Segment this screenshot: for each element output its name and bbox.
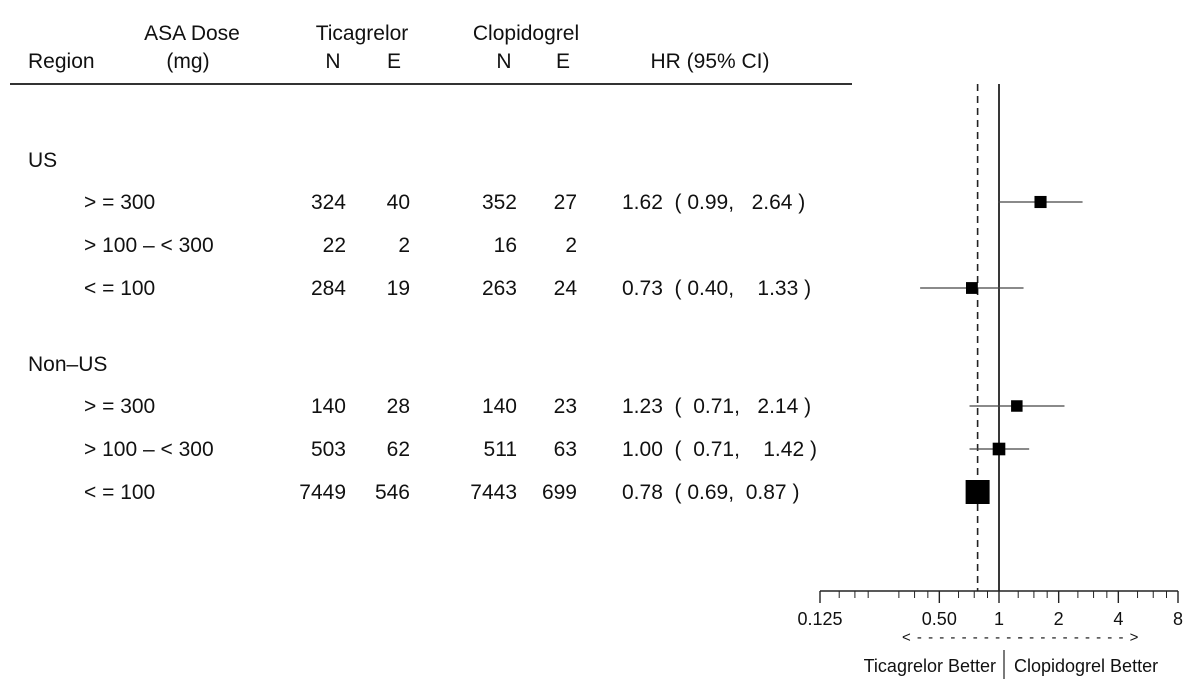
x-tick-label: 2 [1054, 609, 1064, 629]
header-asa-unit: (mg) [166, 50, 209, 73]
header-clopidogrel: Clopidogrel [473, 22, 579, 45]
x-tick-label: 1 [994, 609, 1004, 629]
header-clo-e: E [556, 50, 570, 73]
hr-point-marker [966, 282, 978, 294]
ticagrelor-e: 2 [398, 234, 410, 257]
header-hr: HR (95% CI) [650, 50, 769, 73]
x-tick-label: 8 [1173, 609, 1183, 629]
ticagrelor-n: 284 [311, 277, 346, 300]
dose-label: > = 300 [84, 395, 155, 418]
plot-area: 0.125 0.50 1 2 4 8 [797, 84, 1183, 629]
header-tic-n: N [325, 50, 340, 73]
hr-point-marker [965, 480, 990, 504]
ticagrelor-n: 22 [323, 234, 346, 257]
clopidogrel-e: 63 [554, 438, 577, 461]
arrow-left-label: < - - - - - - - - - - [902, 629, 1023, 646]
header-region: Region [28, 50, 95, 73]
ticagrelor-n: 140 [311, 395, 346, 418]
hr-ci-text: 1.62 ( 0.99, 2.64 ) [622, 191, 805, 214]
clopidogrel-e: 699 [542, 481, 577, 504]
group-label: US [28, 149, 57, 172]
ticagrelor-e: 19 [387, 277, 410, 300]
favor-right-label: Clopidogrel Better [1014, 656, 1158, 676]
clopidogrel-e: 2 [565, 234, 577, 257]
favor-left-label: Ticagrelor Better [864, 656, 996, 676]
clopidogrel-n: 352 [482, 191, 517, 214]
header-asa-dose: ASA Dose [144, 22, 240, 45]
header-tic-e: E [387, 50, 401, 73]
ticagrelor-e: 28 [387, 395, 410, 418]
ticagrelor-e: 40 [387, 191, 410, 214]
ticagrelor-e: 62 [387, 438, 410, 461]
dose-label: > 100 – < 300 [84, 234, 214, 257]
group-label: Non–US [28, 353, 107, 376]
dose-label: < = 100 [84, 481, 155, 504]
header-ticagrelor: Ticagrelor [316, 22, 409, 45]
ticagrelor-e: 546 [375, 481, 410, 504]
hr-point-marker [1034, 195, 1047, 209]
clopidogrel-n: 263 [482, 277, 517, 300]
dose-label: > = 300 [84, 191, 155, 214]
clopidogrel-n: 140 [482, 395, 517, 418]
arrow-right-label: - - - - - - - - - - > [1018, 629, 1139, 646]
hr-ci-text: 1.00 ( 0.71, 1.42 ) [622, 438, 817, 461]
ticagrelor-n: 324 [311, 191, 346, 214]
ticagrelor-n: 7449 [299, 481, 346, 504]
hr-point-marker [992, 442, 1006, 456]
clopidogrel-e: 23 [554, 395, 577, 418]
dose-label: < = 100 [84, 277, 155, 300]
x-tick-label: 4 [1113, 609, 1123, 629]
clopidogrel-e: 27 [554, 191, 577, 214]
hr-ci-text: 1.23 ( 0.71, 2.14 ) [622, 395, 811, 418]
clopidogrel-n: 7443 [470, 481, 517, 504]
ticagrelor-n: 503 [311, 438, 346, 461]
clopidogrel-n: 16 [494, 234, 517, 257]
hr-ci-text: 0.78 ( 0.69, 0.87 ) [622, 481, 799, 504]
x-tick-label: 0.125 [797, 609, 842, 629]
hr-ci-text: 0.73 ( 0.40, 1.33 ) [622, 277, 811, 300]
header-clo-n: N [496, 50, 511, 73]
table-rows: US > = 300 324 40 352 27 1.62 ( 0.99, 2.64 ) > … [28, 149, 817, 504]
dose-label: > 100 – < 300 [84, 438, 214, 461]
clopidogrel-e: 24 [554, 277, 578, 300]
hr-point-marker [1011, 400, 1023, 412]
clopidogrel-n: 511 [484, 438, 517, 461]
x-tick-label: 0.50 [922, 609, 957, 629]
